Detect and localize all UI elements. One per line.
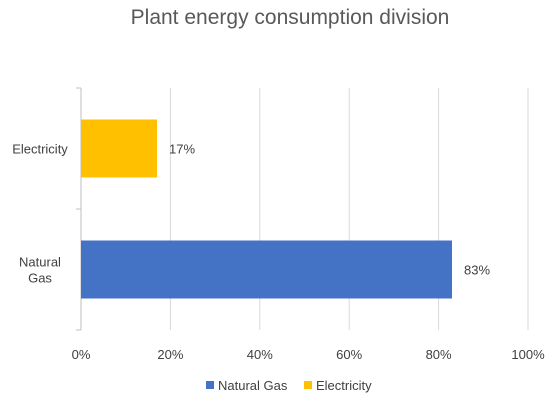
chart-title: Plant energy consumption division xyxy=(131,6,450,29)
data-label-electricity: 17% xyxy=(169,142,195,157)
x-tick-label-100: 100% xyxy=(511,347,545,362)
x-tick-label-60: 60% xyxy=(336,347,362,362)
legend-swatch-electricity xyxy=(304,381,312,389)
category-label-electricity: Electricity xyxy=(12,142,68,157)
x-tick-label-0: 0% xyxy=(72,347,91,362)
bar-natural-gas xyxy=(81,240,453,299)
legend-label-natural-gas: Natural Gas xyxy=(218,378,288,393)
legend-label-electricity: Electricity xyxy=(316,378,372,393)
x-tick-label-20: 20% xyxy=(157,347,183,362)
x-tick-label-40: 40% xyxy=(247,347,273,362)
bar-electricity xyxy=(81,119,157,178)
x-tick-label-80: 80% xyxy=(426,347,452,362)
data-label-natural-gas: 83% xyxy=(464,263,490,278)
legend-swatch-natural-gas xyxy=(206,381,214,389)
category-label-natural-gas: Natural Gas xyxy=(19,255,61,286)
